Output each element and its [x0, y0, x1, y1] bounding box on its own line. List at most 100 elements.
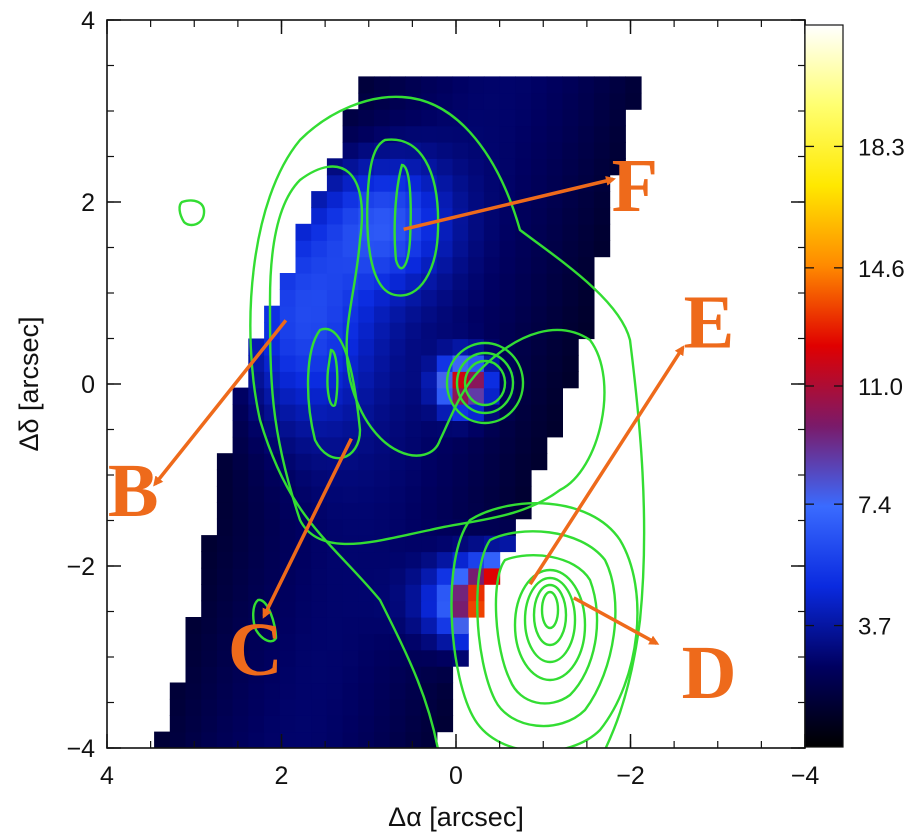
heatmap-cell [248, 731, 265, 748]
heatmap-cell [374, 191, 391, 209]
heatmap-cell [232, 469, 249, 487]
heatmap-cell [483, 191, 501, 209]
heatmap-cell [295, 453, 312, 471]
heatmap-cell [169, 731, 187, 748]
heatmap-cell [515, 322, 532, 340]
heatmap-cell [405, 322, 422, 340]
heatmap-cell [185, 682, 202, 700]
heatmap-cell [531, 273, 548, 290]
region-label-f: F [612, 144, 658, 228]
heatmap-cell [546, 289, 563, 307]
heatmap-cell [452, 453, 469, 471]
heatmap-cell [358, 141, 375, 159]
contour-outer [249, 95, 646, 748]
heatmap-cell [515, 76, 532, 94]
heatmap-cell [405, 617, 422, 634]
heatmap-cell [326, 502, 344, 520]
heatmap-cell [374, 322, 391, 340]
heatmap-cell [389, 207, 406, 225]
heatmap-cell [232, 436, 249, 454]
heatmap-cell [562, 338, 579, 356]
heatmap-cell [546, 354, 563, 372]
heatmap-cell [578, 158, 595, 176]
heatmap-cell [515, 273, 532, 290]
heatmap-cell [201, 715, 218, 733]
heatmap-cell [342, 404, 359, 421]
heatmap-cell [421, 551, 438, 569]
heatmap-cell [578, 92, 595, 110]
heatmap-cell [358, 453, 375, 471]
heatmap-cell [295, 469, 312, 487]
heatmap-cell [279, 305, 297, 323]
heatmap-cell [201, 731, 218, 748]
heatmap-cell [515, 92, 532, 110]
heatmap-cell [531, 436, 548, 454]
heatmap-cell [468, 453, 485, 471]
heatmap-cell [311, 584, 328, 602]
heatmap-cell [389, 600, 406, 618]
heatmap-cell [326, 240, 344, 258]
heatmap-cell [515, 256, 532, 274]
heatmap-cell [216, 453, 234, 471]
heatmap-cell [405, 420, 422, 438]
heatmap-cell [562, 256, 579, 274]
heatmap-cell [279, 617, 297, 634]
heatmap-cell [593, 191, 611, 209]
heatmap-cell [374, 567, 391, 585]
heatmap-cell [405, 354, 422, 372]
heatmap-cell [358, 387, 375, 405]
heatmap-cell [499, 420, 516, 438]
heatmap-cell [483, 518, 501, 536]
heatmap-cell [358, 649, 375, 667]
heatmap-cell [405, 256, 422, 274]
heatmap-cell [358, 682, 375, 700]
heatmap-cell [342, 141, 359, 159]
heatmap-cell [405, 125, 422, 143]
heatmap-cell [216, 698, 234, 716]
heatmap-cell [452, 436, 469, 454]
heatmap-cell [201, 649, 218, 667]
contour-south-6 [532, 583, 568, 647]
heatmap-cell [421, 633, 438, 651]
heatmap-cell [264, 731, 281, 748]
heatmap-cell [232, 567, 249, 585]
heatmap-cell [483, 92, 501, 110]
heatmap-cell [295, 223, 312, 241]
heatmap-cell [311, 387, 328, 405]
heatmap-cell [201, 633, 218, 651]
heatmap-cell [248, 617, 265, 634]
heatmap-cell [405, 731, 422, 748]
heatmap-cell [295, 256, 312, 274]
heatmap-cell [546, 174, 563, 192]
heatmap-cell [452, 322, 469, 340]
heatmap-cell [436, 502, 454, 520]
heatmap-cell [562, 207, 579, 225]
heatmap-cell [374, 92, 391, 110]
heatmap-cell [546, 141, 563, 159]
heatmap-cell [358, 109, 375, 127]
heatmap-cell [374, 682, 391, 700]
heatmap-cell [436, 535, 454, 553]
y-axis-label: Δδ [arcsec] [14, 316, 44, 451]
heatmap-cell [389, 584, 406, 602]
heatmap-cell [311, 633, 328, 651]
heatmap-cell [311, 420, 328, 438]
heatmap-cell [358, 76, 375, 94]
heatmap-cell [389, 338, 406, 356]
heatmap-cell [216, 502, 234, 520]
heatmap-cell [483, 387, 501, 405]
heatmap-cell [326, 191, 344, 209]
heatmap-cell [452, 240, 469, 258]
heatmap-cell [342, 191, 359, 209]
heatmap-cell [342, 125, 359, 143]
heatmap-cell [279, 698, 297, 716]
heatmap-cell [311, 682, 328, 700]
heatmap-cell [279, 731, 297, 748]
heatmap-cell [436, 715, 454, 733]
heatmap-cell [216, 715, 234, 733]
heatmap-cell [421, 518, 438, 536]
x-tick-label: −2 [616, 762, 645, 790]
heatmap-cell [295, 633, 312, 651]
heatmap-cell [358, 584, 375, 602]
heatmap-cell [389, 715, 406, 733]
